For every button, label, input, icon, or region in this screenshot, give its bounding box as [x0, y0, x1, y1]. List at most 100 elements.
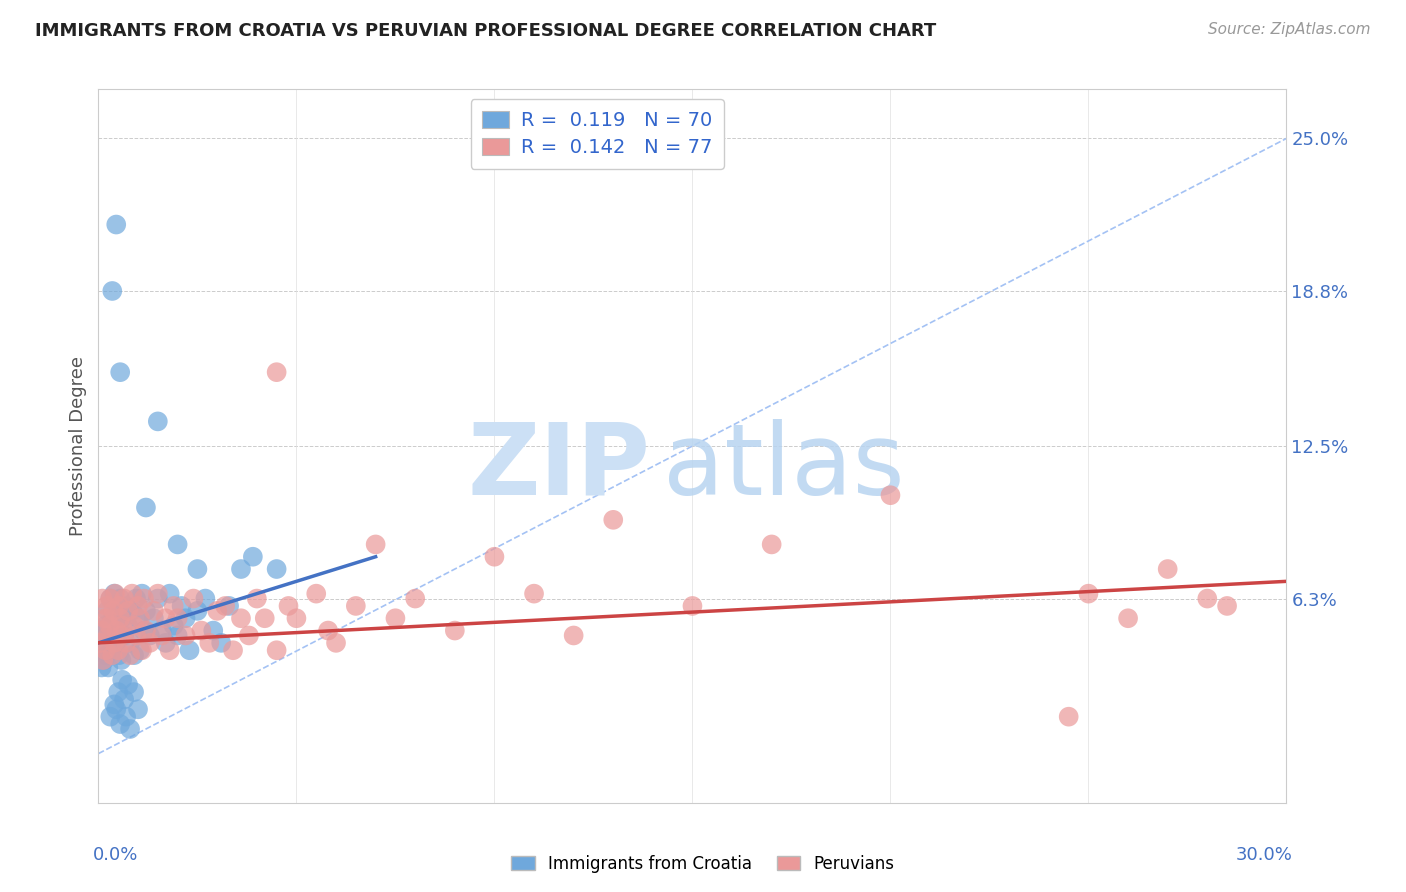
Y-axis label: Professional Degree: Professional Degree [69, 356, 87, 536]
Point [266, 365, 288, 379]
Point [166, 628, 188, 642]
Point [316, 624, 339, 638]
Point [94, 643, 117, 657]
Point [111, 673, 134, 687]
Point [562, 628, 585, 642]
Point [127, 599, 149, 613]
Point [142, 604, 165, 618]
Point [285, 611, 308, 625]
Point [97, 660, 120, 674]
Point [253, 611, 276, 625]
Point [112, 692, 135, 706]
Point [344, 599, 367, 613]
Point [108, 591, 131, 606]
Point [229, 562, 252, 576]
Point [117, 678, 139, 692]
Point [202, 624, 225, 638]
Point [238, 628, 260, 642]
Point [186, 562, 208, 576]
Point [146, 414, 169, 428]
Point [117, 618, 139, 632]
Point [305, 587, 328, 601]
Point [89, 636, 111, 650]
Point [186, 604, 208, 618]
Point [325, 636, 347, 650]
Point [166, 537, 188, 551]
Point [90, 624, 112, 638]
Point [110, 628, 132, 642]
Point [277, 599, 299, 613]
Point [122, 685, 145, 699]
Point [122, 618, 145, 632]
Point [121, 587, 143, 601]
Point [183, 591, 205, 606]
Point [364, 537, 387, 551]
Point [155, 636, 177, 650]
Point [105, 636, 128, 650]
Point [135, 624, 157, 638]
Point [125, 591, 148, 606]
Point [98, 591, 121, 606]
Text: 0.0%: 0.0% [93, 846, 138, 863]
Point [97, 628, 120, 642]
Point [139, 636, 162, 650]
Point [146, 587, 169, 601]
Point [103, 643, 125, 657]
Point [207, 604, 229, 618]
Point [107, 685, 129, 699]
Point [103, 587, 125, 601]
Point [112, 628, 135, 642]
Point [115, 636, 138, 650]
Point [132, 624, 155, 638]
Point [93, 653, 115, 667]
Point [96, 611, 118, 625]
Point [121, 604, 143, 618]
Point [103, 636, 125, 650]
Point [163, 599, 186, 613]
Point [1077, 587, 1099, 601]
Point [96, 604, 118, 618]
Point [112, 591, 135, 606]
Point [242, 549, 264, 564]
Point [89, 624, 111, 638]
Point [246, 591, 269, 606]
Point [384, 611, 406, 625]
Point [1057, 709, 1080, 723]
Point [170, 599, 193, 613]
Point [1156, 562, 1178, 576]
Point [104, 587, 127, 601]
Point [159, 587, 181, 601]
Point [101, 648, 124, 662]
Point [111, 618, 134, 632]
Point [108, 611, 131, 625]
Point [190, 624, 212, 638]
Point [198, 636, 221, 650]
Point [98, 591, 121, 606]
Point [163, 618, 186, 632]
Point [174, 628, 197, 642]
Point [105, 218, 128, 232]
Text: ZIP: ZIP [468, 419, 651, 516]
Point [101, 611, 124, 625]
Point [98, 618, 121, 632]
Point [117, 604, 139, 618]
Text: Source: ZipAtlas.com: Source: ZipAtlas.com [1208, 22, 1371, 37]
Point [1216, 599, 1239, 613]
Point [115, 709, 138, 723]
Point [108, 648, 131, 662]
Point [103, 698, 125, 712]
Point [120, 722, 142, 736]
Legend: R =  0.119   N = 70, R =  0.142   N = 77: R = 0.119 N = 70, R = 0.142 N = 77 [471, 99, 724, 169]
Point [1197, 591, 1219, 606]
Point [101, 284, 124, 298]
Point [91, 636, 114, 650]
Point [108, 599, 131, 613]
Point [96, 599, 118, 613]
Point [129, 643, 152, 657]
Point [91, 591, 114, 606]
Point [94, 618, 117, 632]
Point [218, 599, 240, 613]
Point [103, 604, 125, 618]
Point [91, 653, 114, 667]
Point [229, 611, 252, 625]
